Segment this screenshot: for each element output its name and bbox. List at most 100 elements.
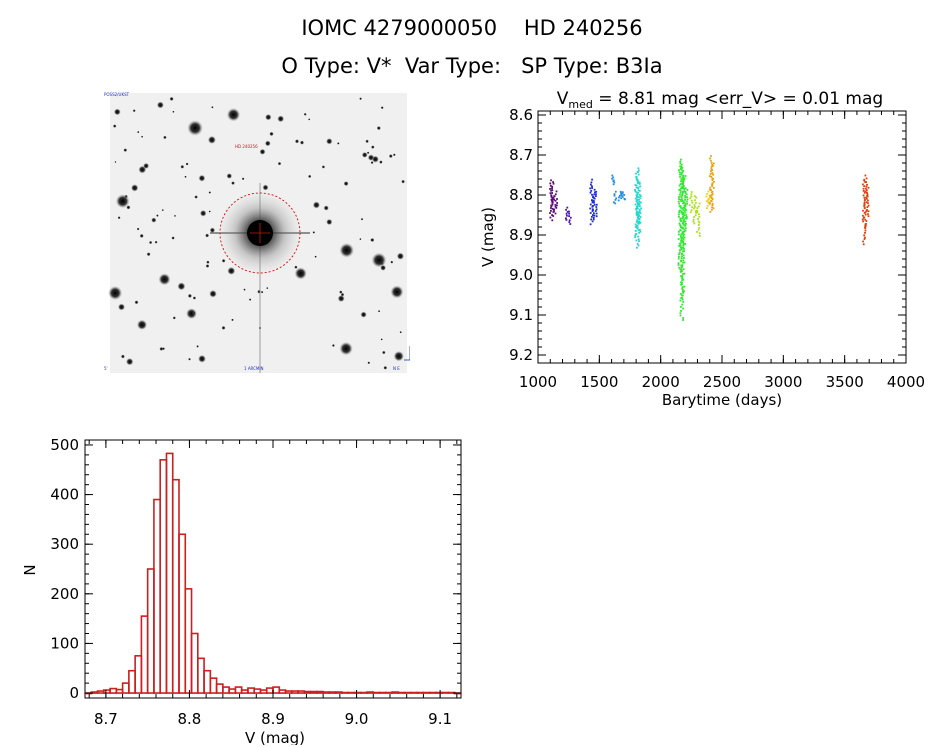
hist-bar (134, 655, 143, 694)
lc-point (682, 182, 685, 184)
lc-point (678, 215, 680, 218)
lc-point (711, 185, 713, 187)
lc-point (565, 212, 568, 215)
field-star (159, 346, 164, 351)
lc-point (592, 205, 594, 207)
hist-bar (146, 568, 155, 694)
lc-point (679, 187, 682, 190)
lc-point (551, 207, 554, 210)
lc-point (679, 168, 682, 170)
field-star (359, 238, 362, 241)
hist-bar (410, 691, 418, 694)
lc-series-s4 (611, 174, 626, 205)
lc-point (634, 184, 637, 186)
lc-point (679, 314, 682, 317)
lc-point (684, 196, 686, 199)
lc-point (681, 171, 684, 174)
lc-point (549, 216, 552, 219)
lc-point (682, 307, 684, 310)
field-star (361, 152, 368, 158)
lc-point (679, 198, 682, 201)
lc-point (615, 197, 618, 200)
lc-point (680, 305, 682, 308)
hist-bar (278, 689, 287, 694)
lc-point (862, 187, 865, 190)
hist-bar (428, 691, 437, 694)
lc-point (635, 207, 637, 210)
lc-point (680, 246, 683, 249)
hist-x-tick-label: 8.8 (178, 710, 202, 728)
lc-point (617, 199, 620, 202)
lc-point (611, 177, 613, 180)
lc-x-tick-labels: 1000 1500 2000 2500 3000 3500 4000 (519, 373, 925, 391)
lc-point (556, 198, 558, 200)
lc-point (637, 171, 639, 173)
field-star (231, 318, 234, 322)
lc-point (639, 216, 642, 218)
field-star (326, 138, 333, 145)
lc-point (637, 244, 640, 247)
lc-point (866, 183, 868, 186)
lc-point (682, 292, 685, 294)
lc-point (634, 230, 637, 232)
lc-point (865, 210, 868, 212)
lc-point (711, 182, 714, 185)
field-star (337, 295, 345, 302)
lc-point (711, 183, 713, 186)
lc-point (590, 181, 593, 184)
lc-point (593, 200, 595, 202)
field-star (196, 345, 199, 348)
lc-point (681, 166, 684, 169)
lc-y-tick-label: 9.2 (509, 346, 533, 364)
lc-point (681, 239, 684, 242)
field-star (241, 177, 245, 181)
lc-point (593, 203, 596, 206)
field-star (257, 289, 261, 294)
lc-point (712, 177, 714, 180)
lc-point (863, 203, 866, 205)
lc-point (678, 253, 680, 255)
field-star (243, 288, 246, 291)
lc-point (638, 198, 640, 201)
lc-point (637, 196, 640, 198)
lc-point (551, 185, 554, 188)
lc-point (554, 212, 557, 215)
lc-point (679, 175, 681, 178)
hist-bar (309, 690, 318, 694)
field-star (123, 148, 128, 152)
hist-bar (234, 686, 243, 694)
field-star (158, 273, 171, 286)
lc-point (638, 240, 640, 243)
lc-point (711, 172, 714, 174)
lc-point (635, 191, 638, 193)
finder-star-field (108, 96, 405, 370)
lc-point (680, 173, 683, 176)
lc-point (635, 184, 638, 187)
lc-point (593, 212, 595, 215)
lc-point (634, 236, 636, 239)
lc-point (635, 186, 638, 189)
lc-point (637, 189, 640, 192)
lc-title-rest: = 8.81 mag <err_V> = 0.01 mag (593, 89, 883, 109)
lc-point (683, 214, 686, 217)
field-star (126, 358, 134, 366)
lc-point (551, 189, 554, 192)
lc-point (554, 199, 557, 202)
lc-point (680, 226, 682, 229)
lc-point (634, 189, 636, 191)
field-star (396, 252, 404, 260)
field-star (367, 361, 371, 365)
lc-x-tick-label: 2500 (703, 373, 741, 391)
lc-point (867, 210, 870, 213)
lc-point (863, 199, 866, 201)
field-star (211, 106, 214, 109)
lc-point (698, 224, 700, 226)
lc-point (635, 172, 637, 175)
lc-point (711, 208, 713, 211)
lc-point (682, 201, 685, 203)
lc-point (550, 189, 552, 192)
lc-point (637, 191, 640, 194)
hist-bar (184, 588, 193, 694)
lc-point (865, 189, 868, 191)
field-star (343, 181, 349, 187)
